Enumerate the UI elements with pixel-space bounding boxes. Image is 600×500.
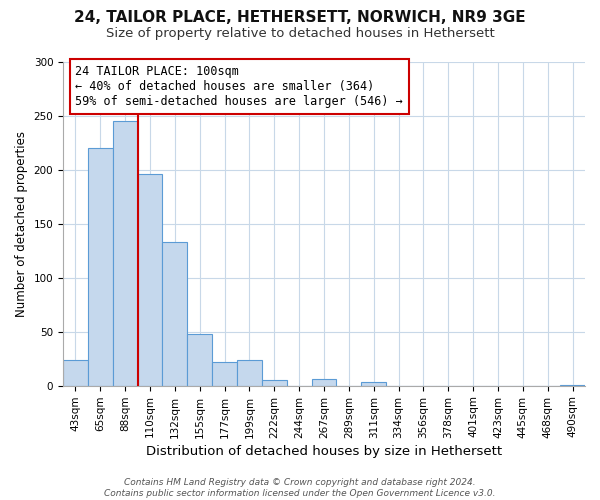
Bar	[311, 379, 337, 386]
Bar	[361, 382, 386, 386]
Text: 24, TAILOR PLACE, HETHERSETT, NORWICH, NR9 3GE: 24, TAILOR PLACE, HETHERSETT, NORWICH, N…	[74, 10, 526, 25]
Text: Size of property relative to detached houses in Hethersett: Size of property relative to detached ho…	[106, 28, 494, 40]
Bar	[63, 360, 88, 386]
Bar	[163, 242, 187, 386]
Bar	[560, 384, 585, 386]
Bar	[88, 148, 113, 386]
Bar	[187, 334, 212, 386]
Bar	[113, 121, 137, 386]
Text: Contains HM Land Registry data © Crown copyright and database right 2024.
Contai: Contains HM Land Registry data © Crown c…	[104, 478, 496, 498]
Y-axis label: Number of detached properties: Number of detached properties	[15, 130, 28, 316]
Bar	[212, 362, 237, 386]
Bar	[262, 380, 287, 386]
Text: 24 TAILOR PLACE: 100sqm
← 40% of detached houses are smaller (364)
59% of semi-d: 24 TAILOR PLACE: 100sqm ← 40% of detache…	[76, 64, 403, 108]
Bar	[137, 174, 163, 386]
Bar	[237, 360, 262, 386]
X-axis label: Distribution of detached houses by size in Hethersett: Distribution of detached houses by size …	[146, 444, 502, 458]
